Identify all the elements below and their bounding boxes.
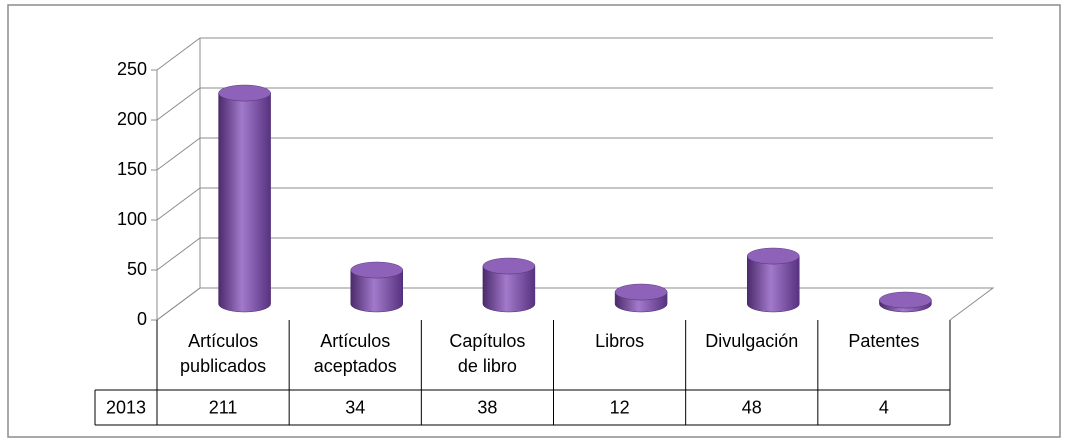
bar-top (482, 257, 536, 275)
category-label: Patentes (848, 331, 919, 351)
grid-line (156, 187, 993, 221)
bar-top (747, 247, 800, 265)
grid-line (156, 37, 993, 71)
category-label: publicados (180, 356, 266, 376)
bar-top (218, 84, 271, 102)
value-label: 48 (742, 397, 762, 417)
category-label: Divulgación (705, 331, 798, 351)
y-tick-label: 250 (117, 59, 147, 79)
y-tick-label: 100 (117, 209, 147, 229)
category-label: de libro (458, 356, 517, 376)
value-label: 4 (879, 397, 889, 417)
value-label: 38 (477, 397, 497, 417)
grid-line (156, 287, 993, 321)
value-label: 211 (209, 397, 238, 417)
y-tick-label: 200 (117, 109, 147, 129)
grid-line (156, 137, 993, 171)
chart-border (7, 4, 1061, 438)
bar (747, 255, 800, 313)
bar-top (614, 283, 668, 301)
category-label: Artículos (188, 331, 258, 351)
grid-line (156, 237, 993, 271)
bar-top (879, 291, 932, 309)
series-name: 2013 (106, 397, 146, 417)
y-tick-label: 0 (137, 309, 147, 329)
category-label: Libros (595, 331, 644, 351)
bar (218, 92, 271, 313)
grid-line (156, 87, 993, 121)
y-tick-label: 50 (127, 259, 147, 279)
y-tick-label: 150 (117, 159, 147, 179)
category-label: Capítulos (449, 331, 525, 351)
category-label: Artículos (320, 331, 390, 351)
bar-top (350, 261, 403, 279)
value-label: 34 (345, 397, 365, 417)
category-label: aceptados (314, 356, 397, 376)
value-label: 12 (610, 397, 630, 417)
